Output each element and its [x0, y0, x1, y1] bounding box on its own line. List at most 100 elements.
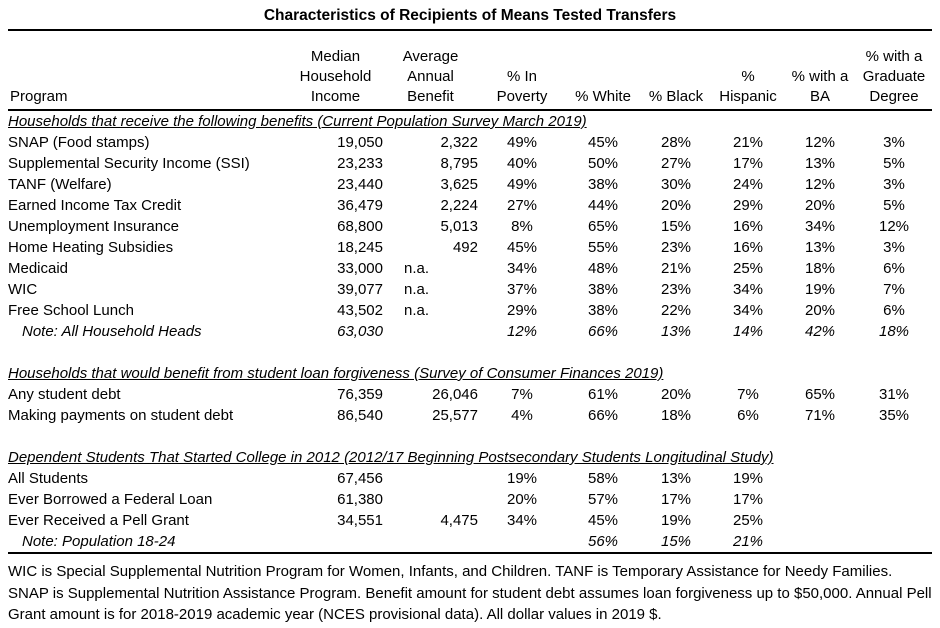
cell-black: 15%	[660, 218, 692, 235]
cell-ba: 18%	[804, 260, 836, 277]
cell-black: 15%	[660, 533, 692, 550]
cell-black: 22%	[660, 302, 692, 319]
transfers-table: Program Median Household Income Average …	[8, 31, 932, 554]
cell-black: 27%	[660, 155, 692, 172]
cell-graduate: 31%	[878, 386, 910, 403]
table-row: Making payments on student debt 86,540 25,…	[8, 405, 932, 426]
table-title: Characteristics of Recipients of Means T…	[8, 0, 932, 31]
cell-poverty: 40%	[506, 155, 538, 172]
cell-black: 23%	[660, 239, 692, 256]
cell-program: Any student debt	[8, 386, 121, 403]
table-body: Households that receive the following be…	[8, 110, 932, 553]
section-heading-cell: Households that would benefit from stude…	[8, 363, 932, 384]
cell-program: All Students	[8, 470, 89, 487]
cell-ba: 13%	[804, 239, 836, 256]
cell-benefit: 8,795	[440, 155, 478, 172]
cell-graduate	[856, 489, 932, 510]
column-header-benefit: Average Annual Benefit	[383, 31, 478, 111]
column-header-hispanic: % Hispanic	[712, 31, 784, 111]
cell-ba: 65%	[804, 386, 836, 403]
table-row: Any student debt 76,359 26,046 7% 61% 20% 7% 65…	[8, 384, 932, 405]
section-heading-text: Households that receive the following be…	[8, 113, 587, 130]
cell-benefit: 492	[452, 239, 478, 256]
table-row: Free School Lunch 43,502 n.a. 29% 38% 22% 34% 2…	[8, 300, 932, 321]
table-header: Program Median Household Income Average …	[8, 31, 932, 111]
cell-income: 18,245	[337, 239, 383, 256]
cell-benefit	[383, 531, 478, 553]
cell-hispanic: 24%	[732, 176, 764, 193]
cell-benefit	[383, 468, 478, 489]
cell-hispanic: 14%	[732, 323, 764, 340]
cell-income: 36,479	[337, 197, 383, 214]
table-row: Unemployment Insurance 68,800 5,013 8% 65% 15…	[8, 216, 932, 237]
cell-income: 63,030	[337, 323, 383, 340]
cell-poverty: 29%	[506, 302, 538, 319]
column-header-program: Program	[8, 31, 288, 111]
cell-income: 19,050	[337, 134, 383, 151]
cell-white: 45%	[587, 134, 619, 151]
cell-income: 33,000	[337, 260, 383, 277]
cell-graduate: 18%	[878, 323, 910, 340]
cell-program: TANF (Welfare)	[8, 176, 112, 193]
table-row: Supplemental Security Income (SSI) 23,233…	[8, 153, 932, 174]
cell-ba: 19%	[804, 281, 836, 298]
cell-white: 38%	[587, 281, 619, 298]
cell-hispanic: 16%	[732, 239, 764, 256]
cell-white: 38%	[587, 302, 619, 319]
column-header-black: % Black	[640, 31, 712, 111]
table-row: TANF (Welfare) 23,440 3,625 49% 38% 30% 24% 12%…	[8, 174, 932, 195]
cell-program: Medicaid	[8, 260, 69, 277]
cell-hispanic: 16%	[732, 218, 764, 235]
cell-benefit: 5,013	[440, 218, 478, 235]
cell-program: WIC	[8, 281, 38, 298]
cell-poverty: 34%	[506, 512, 538, 529]
table-row: Home Heating Subsidies 18,245 492 45% 55% 23%…	[8, 237, 932, 258]
cell-benefit	[383, 489, 478, 510]
cell-graduate: 35%	[878, 407, 910, 424]
cell-program: Note: All Household Heads	[22, 323, 202, 340]
cell-program: Note: Population 18-24	[22, 533, 176, 550]
cell-black: 17%	[660, 491, 692, 508]
cell-graduate: 5%	[883, 197, 905, 214]
cell-poverty: 27%	[506, 197, 538, 214]
cell-hispanic: 7%	[737, 386, 759, 403]
cell-ba: 34%	[804, 218, 836, 235]
cell-income: 34,551	[337, 512, 383, 529]
cell-black: 20%	[660, 386, 692, 403]
cell-ba: 13%	[804, 155, 836, 172]
cell-white: 65%	[587, 218, 619, 235]
section-spacer-row	[8, 426, 932, 447]
cell-program: Ever Received a Pell Grant	[8, 512, 189, 529]
cell-program: SNAP (Food stamps)	[8, 134, 150, 151]
cell-poverty: 37%	[506, 281, 538, 298]
cell-hispanic: 19%	[732, 470, 764, 487]
cell-poverty	[478, 531, 566, 553]
section-heading-text: Households that would benefit from stude…	[8, 365, 664, 382]
cell-income: 67,456	[337, 470, 383, 487]
cell-ba	[784, 468, 856, 489]
cell-poverty: 49%	[506, 176, 538, 193]
cell-income	[288, 531, 383, 553]
cell-black: 13%	[660, 470, 692, 487]
cell-poverty: 4%	[511, 407, 533, 424]
cell-ba: 12%	[804, 176, 836, 193]
cell-benefit: n.a.	[403, 281, 430, 298]
cell-hispanic: 34%	[732, 281, 764, 298]
cell-black: 19%	[660, 512, 692, 529]
cell-graduate: 3%	[883, 134, 905, 151]
cell-black: 20%	[660, 197, 692, 214]
cell-benefit: 2,224	[440, 197, 478, 214]
note-row: Note: All Household Heads 63,030 12% 66% 13%…	[8, 321, 932, 342]
cell-benefit: 26,046	[432, 386, 478, 403]
cell-graduate: 6%	[883, 302, 905, 319]
cell-poverty: 49%	[506, 134, 538, 151]
cell-hispanic: 21%	[732, 533, 764, 550]
column-header-poverty: % In Poverty	[478, 31, 566, 111]
table-row: WIC 39,077 n.a. 37% 38% 23% 34% 19% 7%	[8, 279, 932, 300]
cell-poverty: 12%	[506, 323, 538, 340]
table-row: All Students 67,456 19% 58% 13% 19%	[8, 468, 932, 489]
cell-income: 39,077	[337, 281, 383, 298]
cell-income: 23,233	[337, 155, 383, 172]
cell-white: 58%	[587, 470, 619, 487]
cell-hispanic: 25%	[732, 260, 764, 277]
